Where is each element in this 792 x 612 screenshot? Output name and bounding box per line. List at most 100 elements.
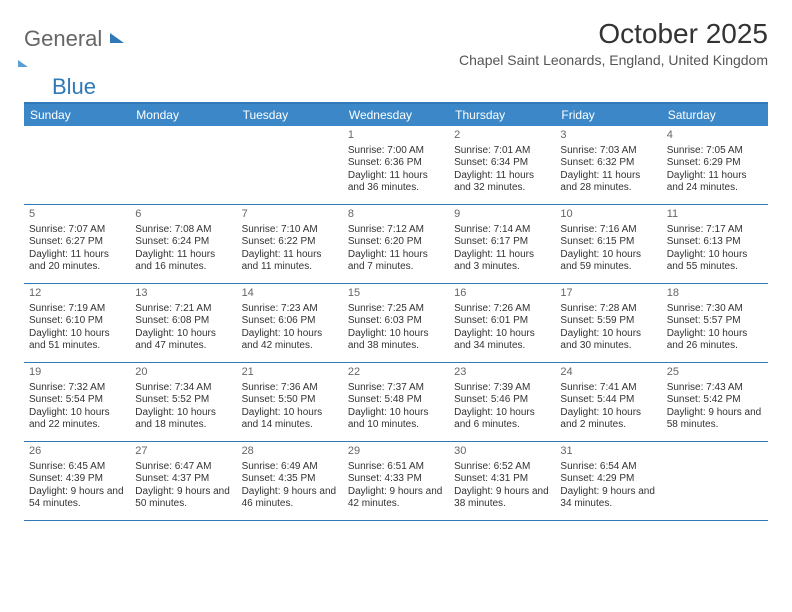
- logo-triangle2-icon: [18, 60, 28, 67]
- daylight-text: Daylight: 10 hours and 38 minutes.: [348, 328, 444, 353]
- daylight-text: Daylight: 9 hours and 38 minutes.: [454, 486, 550, 511]
- day-number: 2: [454, 129, 550, 143]
- week-row: 19Sunrise: 7:32 AMSunset: 5:54 PMDayligh…: [24, 363, 768, 442]
- weeks-container: 1 Sunrise: 7:00 AMSunset: 6:36 PM Daylight…: [24, 126, 768, 521]
- sunset-text: Sunset: 4:33 PM: [348, 473, 444, 486]
- day-cell: 5Sunrise: 7:07 AMSunset: 6:27 PMDaylight…: [24, 205, 130, 283]
- daylight-text: Daylight: 11 hours and 24 minutes.: [667, 170, 763, 195]
- day-cell: 23Sunrise: 7:39 AMSunset: 5:46 PMDayligh…: [449, 363, 555, 441]
- sunrise-text: Sunrise: 7:21 AM: [135, 303, 231, 316]
- day-number: 22: [348, 366, 444, 380]
- day-of-week-header: Sunday Monday Tuesday Wednesday Thursday…: [24, 104, 768, 126]
- day-number: 8: [348, 208, 444, 222]
- sunrise-text: Sunrise: 6:49 AM: [242, 461, 338, 474]
- day-cell: [130, 126, 236, 204]
- daylight-text: Daylight: 9 hours and 34 minutes.: [560, 486, 656, 511]
- day-number: 29: [348, 445, 444, 459]
- day-cell: 7Sunrise: 7:10 AMSunset: 6:22 PMDaylight…: [237, 205, 343, 283]
- day-number: 6: [135, 208, 231, 222]
- sunrise-text: Sunrise: 6:51 AM: [348, 461, 444, 474]
- day-number: 5: [29, 208, 125, 222]
- sunset-text: Sunset: 5:48 PM: [348, 394, 444, 407]
- day-cell: [24, 126, 130, 204]
- sunrise-text: Sunrise: 7:12 AM: [348, 224, 444, 237]
- day-number: 13: [135, 287, 231, 301]
- sunrise-text: Sunrise: 7:03 AM: [560, 145, 656, 158]
- daylight-text: Daylight: 10 hours and 22 minutes.: [29, 407, 125, 432]
- sunset-text: Sunset: 6:24 PM: [135, 236, 231, 249]
- sunrise-text: Sunrise: 7:41 AM: [560, 382, 656, 395]
- day-cell: 18Sunrise: 7:30 AMSunset: 5:57 PMDayligh…: [662, 284, 768, 362]
- sunrise-text: Sunrise: 7:30 AM: [667, 303, 763, 316]
- day-cell: 17Sunrise: 7:28 AMSunset: 5:59 PMDayligh…: [555, 284, 661, 362]
- daylight-text: Daylight: 9 hours and 50 minutes.: [135, 486, 231, 511]
- day-number: 21: [242, 366, 338, 380]
- daylight-text: Daylight: 10 hours and 14 minutes.: [242, 407, 338, 432]
- day-cell: 15Sunrise: 7:25 AMSunset: 6:03 PMDayligh…: [343, 284, 449, 362]
- sunset-text: Sunset: 5:52 PM: [135, 394, 231, 407]
- day-number: 27: [135, 445, 231, 459]
- week-row: 5Sunrise: 7:07 AMSunset: 6:27 PMDaylight…: [24, 205, 768, 284]
- sunset-text: Sunset: 5:54 PM: [29, 394, 125, 407]
- sunset-text: Sunset: 6:32 PM: [560, 157, 656, 170]
- daylight-text: Daylight: 11 hours and 3 minutes.: [454, 249, 550, 274]
- sunrise-text: Sunrise: 7:28 AM: [560, 303, 656, 316]
- sunset-text: Sunset: 6:36 PM: [348, 157, 444, 170]
- day-cell: 12Sunrise: 7:19 AMSunset: 6:10 PMDayligh…: [24, 284, 130, 362]
- day-number: 26: [29, 445, 125, 459]
- title-block: October 2025 Chapel Saint Leonards, Engl…: [459, 18, 768, 72]
- sunrise-text: Sunrise: 7:07 AM: [29, 224, 125, 237]
- day-cell: 1Sunrise: 7:00 AMSunset: 6:36 PMDaylight…: [343, 126, 449, 204]
- sunrise-text: Sunrise: 7:19 AM: [29, 303, 125, 316]
- daylight-text: Daylight: 10 hours and 26 minutes.: [667, 328, 763, 353]
- sunrise-text: Sunrise: 7:14 AM: [454, 224, 550, 237]
- day-cell: 6Sunrise: 7:08 AMSunset: 6:24 PMDaylight…: [130, 205, 236, 283]
- day-number: 9: [454, 208, 550, 222]
- sunrise-text: Sunrise: 7:08 AM: [135, 224, 231, 237]
- sunset-text: Sunset: 4:37 PM: [135, 473, 231, 486]
- header: General Blue October 2025 Chapel Saint L…: [24, 18, 768, 100]
- day-cell: 25Sunrise: 7:43 AMSunset: 5:42 PMDayligh…: [662, 363, 768, 441]
- day-cell: 16Sunrise: 7:26 AMSunset: 6:01 PMDayligh…: [449, 284, 555, 362]
- day-number: 1: [348, 129, 444, 143]
- brand-part1: General: [24, 26, 102, 51]
- daylight-text: Daylight: 10 hours and 42 minutes.: [242, 328, 338, 353]
- day-number: 23: [454, 366, 550, 380]
- daylight-text: Daylight: 10 hours and 51 minutes.: [29, 328, 125, 353]
- daylight-text: Daylight: 9 hours and 46 minutes.: [242, 486, 338, 511]
- sunrise-text: Sunrise: 6:45 AM: [29, 461, 125, 474]
- daylight-text: Daylight: 11 hours and 32 minutes.: [454, 170, 550, 195]
- day-cell: 10Sunrise: 7:16 AMSunset: 6:15 PMDayligh…: [555, 205, 661, 283]
- day-number: 15: [348, 287, 444, 301]
- day-number: 12: [29, 287, 125, 301]
- daylight-text: Daylight: 10 hours and 55 minutes.: [667, 249, 763, 274]
- day-number: 10: [560, 208, 656, 222]
- daylight-text: Daylight: 11 hours and 28 minutes.: [560, 170, 656, 195]
- dow-monday: Monday: [130, 104, 236, 126]
- sunset-text: Sunset: 6:13 PM: [667, 236, 763, 249]
- day-number: 4: [667, 129, 763, 143]
- daylight-text: Daylight: 9 hours and 58 minutes.: [667, 407, 763, 432]
- sunrise-text: Sunrise: 7:25 AM: [348, 303, 444, 316]
- brand-part2: Blue: [52, 74, 134, 100]
- day-cell: 14Sunrise: 7:23 AMSunset: 6:06 PMDayligh…: [237, 284, 343, 362]
- daylight-text: Daylight: 9 hours and 54 minutes.: [29, 486, 125, 511]
- sunrise-text: Sunrise: 7:10 AM: [242, 224, 338, 237]
- sunset-text: Sunset: 6:06 PM: [242, 315, 338, 328]
- day-number: 28: [242, 445, 338, 459]
- day-cell: 11Sunrise: 7:17 AMSunset: 6:13 PMDayligh…: [662, 205, 768, 283]
- week-row: 12Sunrise: 7:19 AMSunset: 6:10 PMDayligh…: [24, 284, 768, 363]
- day-number: 20: [135, 366, 231, 380]
- day-cell: 20Sunrise: 7:34 AMSunset: 5:52 PMDayligh…: [130, 363, 236, 441]
- sunrise-text: Sunrise: 7:23 AM: [242, 303, 338, 316]
- daylight-text: Daylight: 11 hours and 20 minutes.: [29, 249, 125, 274]
- day-cell: 19Sunrise: 7:32 AMSunset: 5:54 PMDayligh…: [24, 363, 130, 441]
- sunrise-text: Sunrise: 7:00 AM: [348, 145, 444, 158]
- day-cell: 29Sunrise: 6:51 AMSunset: 4:33 PMDayligh…: [343, 442, 449, 520]
- sunrise-text: Sunrise: 6:52 AM: [454, 461, 550, 474]
- sunrise-text: Sunrise: 7:36 AM: [242, 382, 338, 395]
- daylight-text: Daylight: 11 hours and 7 minutes.: [348, 249, 444, 274]
- day-number: 16: [454, 287, 550, 301]
- sunrise-text: Sunrise: 6:47 AM: [135, 461, 231, 474]
- day-cell: 22Sunrise: 7:37 AMSunset: 5:48 PMDayligh…: [343, 363, 449, 441]
